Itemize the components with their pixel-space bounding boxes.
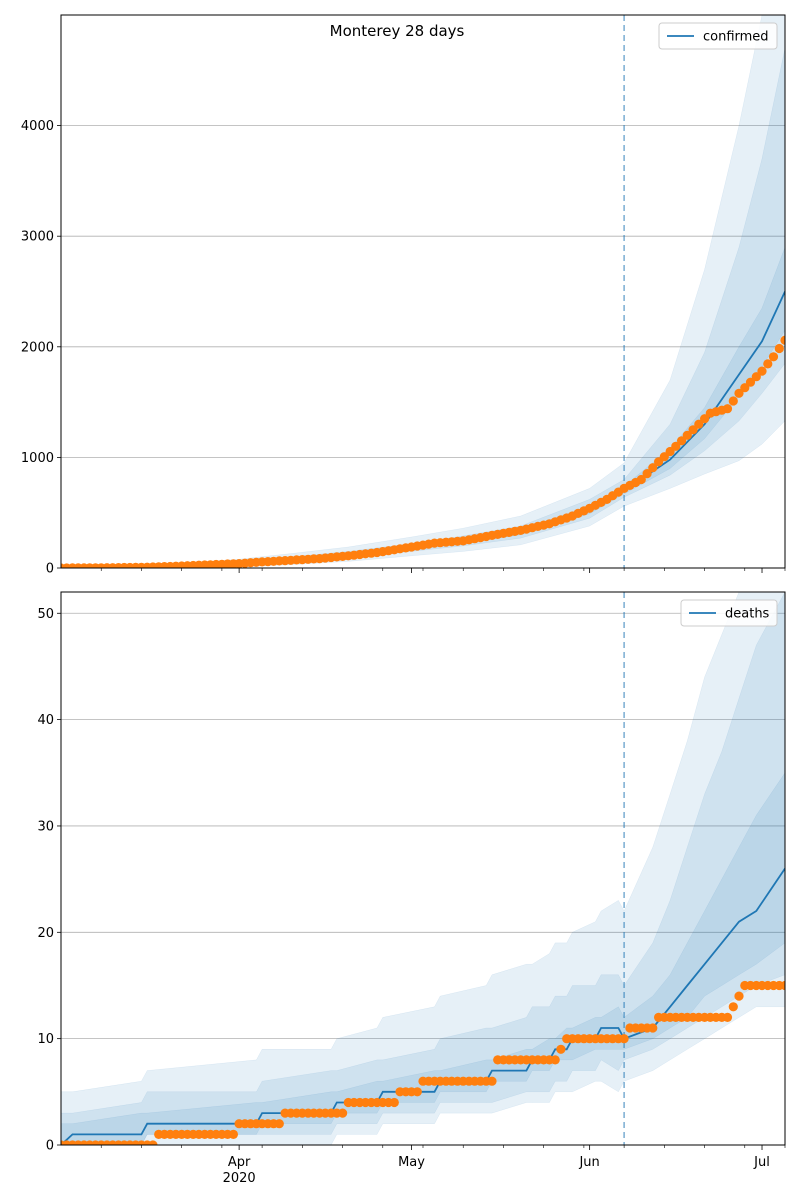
observed-point bbox=[728, 1002, 738, 1012]
observed-point bbox=[148, 1140, 158, 1145]
observed-point bbox=[694, 419, 704, 429]
observed-point bbox=[745, 377, 756, 387]
observed-point bbox=[550, 1055, 560, 1065]
observed-point bbox=[682, 430, 692, 440]
observed-point bbox=[734, 388, 744, 398]
y-tick-label: 10 bbox=[37, 1032, 54, 1047]
x-tick-sublabel: 2020 bbox=[223, 1171, 256, 1186]
observed-point bbox=[487, 1076, 497, 1086]
y-tick-label: 50 bbox=[37, 607, 54, 622]
observed-point bbox=[722, 404, 733, 414]
observed-point bbox=[648, 463, 658, 473]
observed-point bbox=[688, 425, 698, 435]
y-tick-label: 3000 bbox=[21, 230, 54, 245]
observed-point bbox=[700, 414, 710, 424]
observed-point bbox=[734, 991, 744, 1001]
observed-point bbox=[412, 1087, 422, 1097]
observed-point bbox=[228, 1129, 238, 1139]
observed-point bbox=[740, 383, 750, 393]
observed-point bbox=[763, 359, 773, 369]
observed-point bbox=[774, 343, 784, 354]
x-tick-label: Jul bbox=[753, 1155, 770, 1170]
observed-point bbox=[751, 372, 761, 382]
y-tick-label: 0 bbox=[46, 1139, 54, 1154]
observed-point bbox=[677, 436, 687, 446]
band-3 bbox=[61, 772, 785, 1145]
observed-point bbox=[648, 1023, 658, 1033]
legend-label: deaths bbox=[725, 607, 770, 622]
observed-point bbox=[671, 441, 681, 451]
deaths-panel: 0 10 20 30 40 50 deaths bbox=[37, 591, 786, 1154]
observed-points bbox=[61, 980, 785, 1145]
observed-point bbox=[338, 1108, 348, 1118]
confirmed-panel: 0 1000 2000 3000 4000 confirmed bbox=[21, 14, 786, 577]
x-tick-label: Apr bbox=[228, 1155, 251, 1170]
uncertainty-bands bbox=[61, 15, 785, 568]
figure-title: Monterey 28 days bbox=[330, 22, 465, 40]
legend-box bbox=[680, 599, 778, 627]
observed-point bbox=[768, 352, 779, 362]
legend-label: confirmed bbox=[703, 30, 769, 45]
y-tick-label: 0 bbox=[46, 562, 54, 577]
observed-point bbox=[757, 366, 767, 376]
y-tick-label: 4000 bbox=[21, 119, 54, 134]
observed-point bbox=[728, 396, 738, 406]
observed-point bbox=[389, 1097, 399, 1108]
band-2 bbox=[61, 592, 785, 1145]
observed-point bbox=[780, 980, 785, 991]
y-tick-label: 30 bbox=[37, 819, 54, 834]
y-tick-label: 2000 bbox=[21, 340, 54, 355]
band-2 bbox=[61, 48, 785, 568]
y-tick-label: 1000 bbox=[21, 451, 54, 466]
x-tick-label: May bbox=[398, 1155, 425, 1170]
x-tick-label: Jun bbox=[578, 1155, 599, 1170]
y-tick-label: 40 bbox=[37, 713, 54, 728]
band-1 bbox=[61, 592, 785, 1145]
observed-point bbox=[636, 474, 646, 485]
band-1 bbox=[61, 15, 785, 568]
observed-point bbox=[780, 335, 785, 345]
observed-point bbox=[642, 469, 652, 479]
legend-box bbox=[658, 22, 778, 50]
observed-points bbox=[61, 335, 785, 568]
observed-point bbox=[619, 1034, 629, 1044]
uncertainty-bands bbox=[61, 592, 785, 1145]
observed-point bbox=[274, 1119, 284, 1129]
observed-point bbox=[556, 1044, 566, 1054]
observed-point bbox=[722, 1012, 733, 1023]
y-tick-label: 20 bbox=[37, 926, 54, 941]
